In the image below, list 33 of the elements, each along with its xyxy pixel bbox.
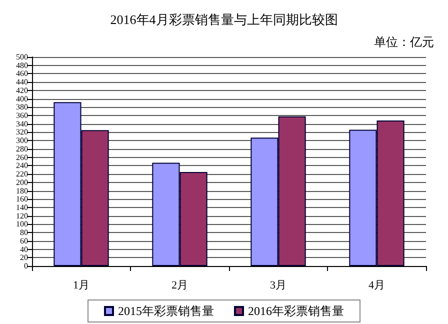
y-tick-label: 360: [16, 111, 28, 120]
y-tick-label: 200: [16, 178, 28, 187]
y-tick-label: 60: [20, 236, 28, 246]
y-tick-label: 140: [16, 202, 28, 212]
y-tick-label: 340: [16, 119, 28, 128]
y-tick-label: 480: [16, 60, 28, 70]
y-tick-label: 160: [16, 194, 28, 204]
y-tick-label: 460: [16, 69, 28, 78]
y-tick-label: 380: [16, 102, 28, 112]
y-tick-label: 40: [20, 244, 28, 254]
x-tick-label: 3月: [270, 280, 286, 292]
y-axis-title: 单位：亿元: [374, 35, 434, 49]
y-tick-label: 180: [16, 186, 28, 196]
y-tick-label: 260: [16, 152, 28, 162]
y-tick-label: 320: [16, 128, 28, 137]
y-tick-label: 100: [16, 220, 28, 229]
y-tick-label: 440: [16, 78, 28, 87]
y-tick-label: 500: [16, 52, 28, 62]
y-tick-label: 80: [20, 228, 28, 238]
legend-label: 2015年彩票销售量: [118, 304, 214, 318]
y-tick-label: 120: [16, 211, 28, 220]
y-tick-label: 20: [20, 253, 28, 262]
x-tick-label: 4月: [368, 280, 385, 292]
y-tick-label: 300: [16, 136, 28, 146]
y-tick-label: 400: [16, 94, 28, 104]
x-tick-label: 1月: [73, 280, 90, 292]
x-tick-label: 2月: [172, 280, 188, 292]
y-tick-label: 280: [16, 144, 28, 154]
y-tick-label: 420: [16, 86, 28, 95]
y-tick-label: 240: [16, 161, 28, 170]
chart-title: 2016年4月彩票销售量与上年同期比较图: [110, 12, 338, 27]
y-tick-label: 220: [16, 170, 28, 179]
legend-label: 2016年彩票销售量: [248, 304, 344, 318]
